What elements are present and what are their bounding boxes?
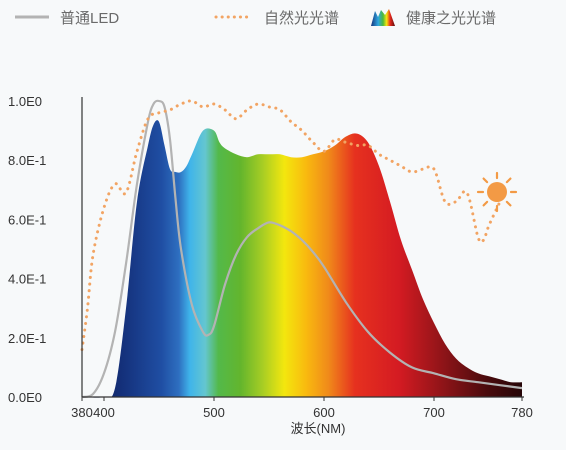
- y-tick-label: 8.0E-1: [8, 153, 46, 168]
- x-tick-label: 400: [93, 405, 115, 420]
- x-tick-label: 700: [423, 405, 445, 420]
- x-tick-label: 380: [71, 405, 93, 420]
- legend-item-natural: 自然光光谱: [214, 6, 339, 28]
- series-natural-dotted-line: [80, 99, 502, 352]
- sun-ray: [505, 177, 512, 184]
- natural-dotted-swatch-icon: [214, 15, 254, 19]
- y-tick-label: 1.0E0: [8, 94, 42, 109]
- sun-ray: [505, 200, 512, 207]
- spectrum-swatch-icon: [371, 9, 395, 26]
- legend-label-healthy: 健康之光光谱: [406, 9, 497, 27]
- x-tick-label: 500: [203, 405, 225, 420]
- series-healthy-spectrum-area: [82, 120, 522, 398]
- y-tick-label: 4.0E-1: [8, 272, 46, 287]
- sun-disc: [487, 182, 507, 202]
- sun-ray: [482, 177, 489, 184]
- y-tick-label: 0.0E0: [8, 390, 42, 405]
- x-axis-label: 波长(NM): [291, 421, 346, 436]
- series-led-line: [81, 99, 523, 399]
- x-tick-label: 600: [313, 405, 335, 420]
- sun-icon: [476, 171, 518, 213]
- legend-item-led: 普通LED: [14, 6, 119, 28]
- led-line-swatch-icon: [15, 15, 49, 19]
- sun-ray: [482, 200, 489, 207]
- legend-label-natural: 自然光光谱: [264, 9, 340, 27]
- x-tick-label: 780: [511, 405, 533, 420]
- y-tick-label: 6.0E-1: [8, 212, 46, 227]
- y-tick-label: 2.0E-1: [8, 331, 46, 346]
- chart-legend: 普通LED 自然光光谱: [0, 0, 566, 34]
- legend-label-led: 普通LED: [60, 9, 120, 27]
- legend-item-healthy: 健康之光光谱: [370, 6, 496, 28]
